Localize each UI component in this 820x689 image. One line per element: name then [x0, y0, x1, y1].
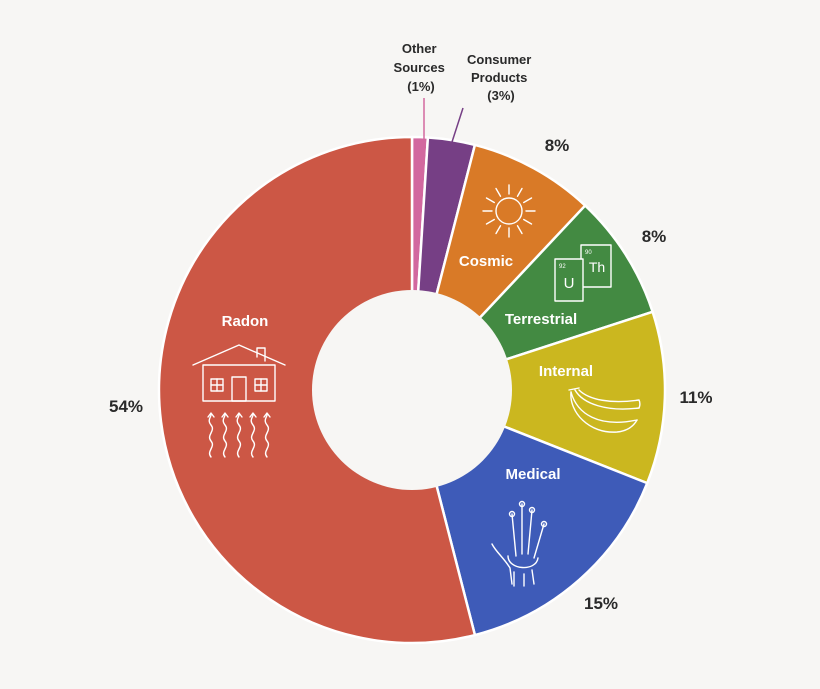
leader-line-consumer [451, 107, 464, 143]
radon-percent-label: 54% [109, 397, 143, 416]
sun-ray [523, 218, 533, 225]
cosmic-slice-label: Cosmic [459, 253, 513, 270]
radon-arrow [249, 412, 257, 458]
sun-ray [485, 218, 495, 225]
other-sources-label: Other Sources (1%) [394, 41, 449, 94]
terrestrial-slice-label: Terrestrial [505, 311, 577, 328]
periodic-elements-icon: 90 Th 92 U [554, 244, 612, 302]
house-radon-icon [192, 344, 286, 458]
hand-xray-icon [491, 500, 548, 587]
radon-arrow [207, 412, 215, 458]
radon-slice-label: Radon [222, 313, 269, 330]
th-atomic-number: 90 [585, 250, 592, 256]
donut-hole [312, 290, 512, 490]
cosmic-percent-label: 8% [545, 136, 570, 155]
sun-ray [495, 187, 502, 197]
sun-ray [485, 197, 495, 204]
u-symbol: U [564, 275, 575, 292]
u-atomic-number: 92 [559, 264, 566, 270]
bananas-icon [568, 387, 641, 433]
radon-arrow [235, 412, 243, 458]
internal-slice-label: Internal [539, 363, 593, 380]
radon-arrow [221, 412, 229, 458]
sun-ray [523, 197, 533, 204]
sun-icon [482, 184, 536, 238]
terrestrial-percent-label: 8% [642, 227, 667, 246]
th-symbol: Th [589, 259, 605, 275]
internal-percent-label: 11% [679, 388, 712, 407]
consumer-products-label: Consumer Products (3%) [467, 52, 535, 103]
sun-ray [495, 225, 502, 235]
radon-arrow [263, 412, 271, 458]
medical-percent-label: 15% [584, 594, 618, 613]
sun-ray [516, 187, 523, 197]
medical-slice-label: Medical [505, 466, 560, 483]
sun-ray [516, 225, 523, 235]
slice-internal [410, 310, 667, 485]
